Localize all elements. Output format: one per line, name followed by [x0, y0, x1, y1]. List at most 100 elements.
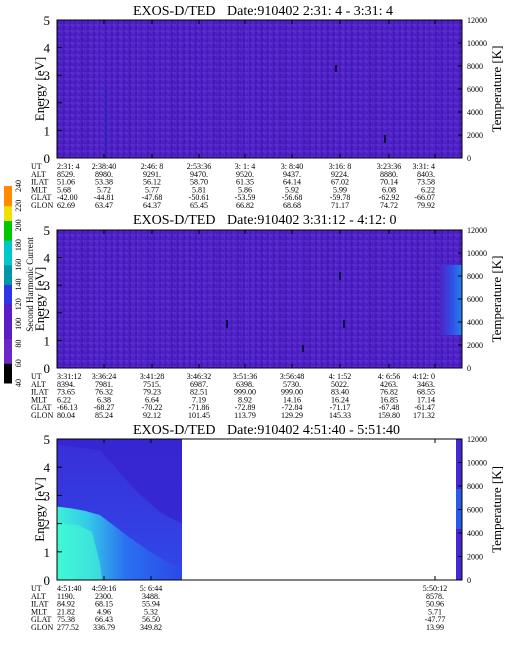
spectrogram-feature — [343, 320, 345, 328]
spectrogram-streak — [142, 230, 143, 368]
table-cell: 75.38 — [57, 615, 75, 624]
spectrogram-streak — [277, 230, 278, 368]
table-cell: 73.65 — [57, 388, 75, 397]
spectrogram-streak — [134, 20, 135, 158]
spectrogram-streak — [216, 230, 217, 368]
colorbar-segment — [4, 235, 12, 241]
table-cell: 53.38 — [95, 178, 113, 187]
spectrogram-streak — [92, 20, 93, 158]
spectrogram-streak — [393, 20, 394, 158]
table-cell: 7981. — [95, 380, 113, 389]
table-cell: 5022. — [331, 380, 349, 389]
y2-axis-label: Temperature [K] — [489, 46, 504, 133]
colorbar-segment — [4, 269, 12, 276]
spectrogram-streak — [356, 20, 357, 158]
table-cell: 2:31: 4 — [57, 162, 79, 171]
y2-tick-label: 4000 — [467, 318, 483, 327]
table-cell: 68.68 — [283, 201, 301, 210]
y-tick-label: 4 — [44, 460, 51, 475]
spectrogram-peak-region — [57, 523, 102, 580]
spectrogram-streak — [245, 230, 246, 368]
colorbar-segment — [4, 279, 12, 285]
table-cell: 7.19 — [192, 395, 206, 404]
table-cell: 17.14 — [417, 395, 435, 404]
spectrogram-streak — [343, 230, 344, 368]
table-cell: 159.80 — [378, 411, 400, 420]
colorbar-segment — [4, 343, 12, 350]
table-cell: 62.69 — [57, 201, 75, 210]
table-row-label: ALT — [31, 380, 46, 389]
spectrogram-streak — [137, 230, 138, 368]
spectrogram-streak — [208, 230, 209, 368]
colorbar-segment — [4, 289, 12, 295]
panel-1: EXOS-D/TED Date:910402 2:31: 4 - 3:31: 4 0… — [31, 4, 504, 210]
table-cell: 5.81 — [192, 185, 206, 194]
table-cell: 999.00 — [281, 388, 303, 397]
table-row-label: UT — [31, 162, 42, 171]
table-cell: 6398. — [236, 380, 254, 389]
spectrogram-streak — [134, 230, 135, 368]
panel-2: EXOS-D/TED Date:910402 3:31:12 - 4:12: 0 0… — [31, 213, 504, 420]
colorbar-segment — [4, 264, 12, 271]
spectrogram-streak — [454, 20, 455, 158]
table-cell: 9224. — [331, 170, 349, 179]
table-cell: 9470. — [190, 170, 208, 179]
spectrogram-streak — [282, 20, 283, 158]
spectrogram-streak — [232, 20, 233, 158]
table-cell: 145.33 — [329, 411, 351, 420]
table-cell: 3463. — [417, 380, 435, 389]
table-cell: 5.68 — [57, 185, 71, 194]
spectrogram-streak — [187, 230, 188, 368]
colorbar-segment — [4, 348, 12, 354]
spectrogram-streak — [409, 230, 410, 368]
table-cell: 2:46: 8 — [141, 162, 163, 171]
colorbar-segment — [4, 363, 12, 369]
spectrogram-streak — [327, 230, 328, 368]
spectrogram-streak — [84, 20, 85, 158]
spectrogram-streak — [171, 20, 172, 158]
panel-3: EXOS-D/TED Date:910402 4:51:40 - 5:51:40 0… — [31, 423, 504, 632]
table-cell: 5.99 — [333, 185, 347, 194]
y2-axis-label: Temperature [K] — [489, 256, 504, 343]
table-cell: 66.82 — [236, 201, 254, 210]
spectrogram-streak — [208, 20, 209, 158]
y-tick-label: 5 — [44, 432, 51, 447]
table-cell: 3:41:28 — [140, 372, 164, 381]
table-cell: 4263. — [380, 380, 398, 389]
spectrogram-area — [57, 230, 462, 368]
colorbar-segment — [4, 240, 12, 246]
spectrogram-streak — [113, 20, 114, 158]
y-tick-label: 2 — [44, 306, 51, 321]
table-cell: 2:53:36 — [187, 162, 211, 171]
table-cell: 1190. — [57, 592, 75, 601]
table-cell: 101.45 — [188, 411, 210, 420]
colorbar-tick-label: 160 — [14, 259, 23, 271]
spectrogram-feature — [226, 320, 228, 328]
panels: EXOS-D/TED Date:910402 2:31: 4 - 3:31: 4 0… — [31, 4, 504, 632]
table-cell: 21.82 — [57, 607, 75, 616]
table-cell: -61.47 — [414, 403, 435, 412]
table-cell: 8.92 — [238, 395, 252, 404]
spectrogram-streak — [388, 230, 389, 368]
y-tick-label: 3 — [44, 68, 51, 83]
table-cell: -66.13 — [57, 403, 78, 412]
panel-title: EXOS-D/TED — [133, 213, 215, 228]
spectrogram-area — [57, 20, 462, 158]
table-cell: 3:23:36 — [377, 162, 401, 171]
spectrogram-streak — [438, 20, 439, 158]
table-row-label: MLT — [31, 185, 47, 194]
colorbar-tick-label: 200 — [14, 219, 23, 231]
colorbar-segment — [4, 333, 12, 340]
spectrogram-streak — [129, 20, 130, 158]
table-cell: 76.32 — [95, 388, 113, 397]
table-row-label: MLT — [31, 395, 47, 404]
spectrogram-streak — [298, 230, 299, 368]
spectrogram-streak — [277, 20, 278, 158]
spectrogram-streak — [121, 230, 122, 368]
table-cell: -67.48 — [379, 403, 400, 412]
spectrogram-streak — [68, 20, 69, 158]
table-cell: 3488. — [142, 592, 160, 601]
panel-title: EXOS-D/TED — [133, 4, 215, 19]
colorbar-segment — [4, 274, 12, 281]
table-cell: 2300. — [95, 592, 113, 601]
